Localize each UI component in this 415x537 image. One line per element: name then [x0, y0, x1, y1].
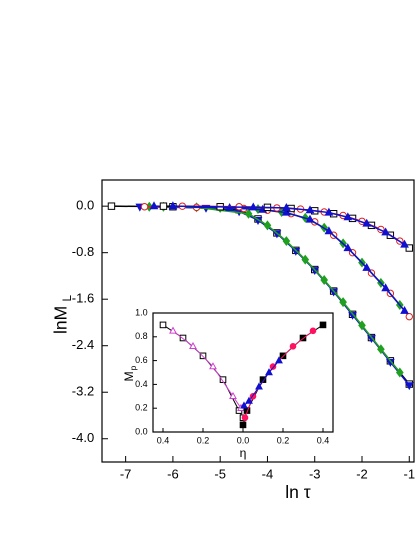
marker [309, 327, 317, 335]
series-line [153, 205, 406, 312]
marker [381, 227, 391, 236]
marker [245, 396, 253, 404]
plot-frame [152, 312, 334, 433]
marker [244, 208, 253, 219]
marker [381, 283, 391, 292]
x-tick-label: -6 [167, 466, 179, 481]
y-tick-label: -3.2 [72, 384, 94, 399]
y-tick-label: -1.6 [72, 291, 94, 306]
marker [319, 321, 327, 329]
x-tick-label: -4 [262, 466, 274, 481]
x-tick-label: 0.2 [277, 435, 290, 445]
marker [159, 321, 167, 329]
marker [209, 362, 217, 370]
x-tick-label: 0.4 [157, 435, 170, 445]
x-tick-label: -3 [309, 466, 321, 481]
y-axis-title-subscript: L [61, 295, 74, 302]
marker [405, 312, 413, 321]
y-axis-title: M [122, 371, 136, 381]
marker [362, 262, 372, 271]
marker [324, 207, 334, 216]
marker [358, 320, 366, 331]
marker [240, 401, 248, 409]
y-axis-title: lnM [51, 306, 71, 334]
y-tick-label: -4.0 [72, 430, 94, 445]
y-tick-label: 1.0 [135, 307, 148, 317]
y-tick-label: 0.4 [135, 379, 148, 389]
x-tick-label: -1 [403, 466, 415, 481]
marker [282, 236, 291, 247]
marker [395, 367, 404, 378]
marker [219, 376, 227, 383]
marker [275, 356, 283, 364]
x-tick-label: 0.0 [237, 435, 250, 445]
marker [265, 368, 273, 376]
marker [305, 205, 315, 214]
x-tick-label: -2 [356, 466, 368, 481]
y-tick-label: 0.6 [135, 355, 148, 365]
marker [400, 305, 409, 314]
marker [343, 212, 353, 221]
marker [241, 414, 249, 422]
x-axis-title: η [240, 446, 247, 460]
marker [189, 341, 197, 350]
y-tick-label: -2.4 [72, 337, 94, 352]
x-axis-title: ln τ [285, 482, 311, 502]
y-tick-label: 0.2 [135, 403, 148, 413]
y-tick-label: 0.0 [135, 426, 148, 436]
marker [149, 201, 159, 210]
marker [301, 254, 310, 265]
marker [320, 275, 329, 285]
y-tick-label: 0.8 [135, 331, 148, 341]
marker [107, 202, 116, 210]
marker [324, 226, 334, 235]
x-tick-label: 0.2 [197, 435, 210, 445]
marker [159, 202, 168, 210]
marker [343, 243, 353, 252]
x-tick-label: 0.4 [317, 435, 330, 445]
y-tick-label: -0.8 [72, 244, 94, 259]
marker [289, 343, 297, 350]
y-tick-label: 0.0 [76, 198, 94, 213]
marker [404, 382, 414, 391]
y-axis-title-subscript: p [129, 365, 138, 370]
marker [140, 203, 149, 211]
x-tick-label: -7 [120, 466, 132, 481]
marker [362, 218, 372, 227]
marker [259, 376, 267, 383]
marker [168, 201, 178, 210]
marker [255, 382, 263, 390]
marker [248, 202, 258, 211]
marker [339, 297, 347, 308]
marker [263, 220, 272, 231]
marker [281, 203, 291, 211]
marker [169, 326, 177, 334]
marker [405, 244, 413, 252]
x-tick-label: -5 [214, 466, 226, 481]
marker [400, 239, 409, 248]
marker [269, 363, 277, 370]
marker [239, 421, 247, 429]
marker [377, 344, 385, 355]
marker [229, 391, 237, 400]
marker [305, 214, 315, 223]
